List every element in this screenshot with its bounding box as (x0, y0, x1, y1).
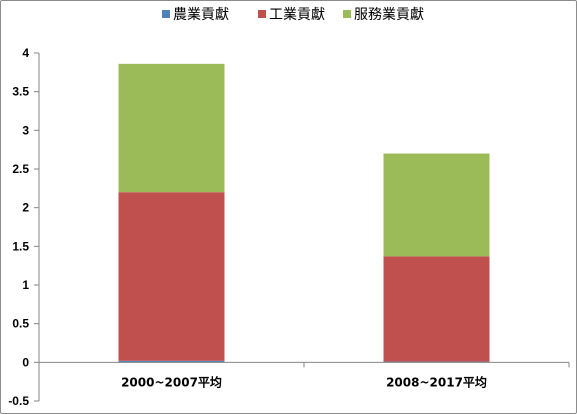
legend-swatch (162, 10, 170, 18)
legend-label: 農業貢獻 (173, 7, 229, 23)
legend-label: 服務業貢獻 (354, 7, 424, 23)
y-axis: -0.5 0 0.5 1 1.5 2 2.5 3 3.5 4 (8, 46, 40, 408)
x-axis: 2000~2007平均 2008~2017平均 (38, 361, 570, 389)
bar-segment (118, 63, 225, 193)
legend-swatch (258, 10, 266, 18)
bar-segment (118, 192, 225, 361)
bars (118, 63, 490, 363)
y-tick-label: 0 (22, 355, 29, 369)
legend: 農業貢獻 工業貢獻 服務業貢獻 (162, 7, 424, 23)
x-category-label: 2000~2007平均 (121, 374, 222, 389)
y-tick-label: 1 (22, 278, 29, 292)
bar-segment (118, 360, 225, 363)
y-tick-label: -0.5 (8, 394, 29, 408)
legend-swatch (343, 10, 351, 18)
x-category-label: 2008~2017平均 (386, 374, 487, 389)
y-tick-label: 4 (22, 46, 29, 60)
y-tick-label: 3.5 (12, 85, 29, 99)
y-tick-label: 3 (22, 123, 29, 137)
y-tick-label: 0.5 (12, 317, 29, 331)
y-tick-label: 2.5 (12, 162, 29, 176)
bar-segment (383, 153, 490, 257)
y-tick-label: 2 (22, 201, 29, 215)
y-tick-label: 1.5 (12, 239, 29, 253)
bar-segment (383, 256, 490, 362)
legend-label: 工業貢獻 (269, 7, 325, 23)
